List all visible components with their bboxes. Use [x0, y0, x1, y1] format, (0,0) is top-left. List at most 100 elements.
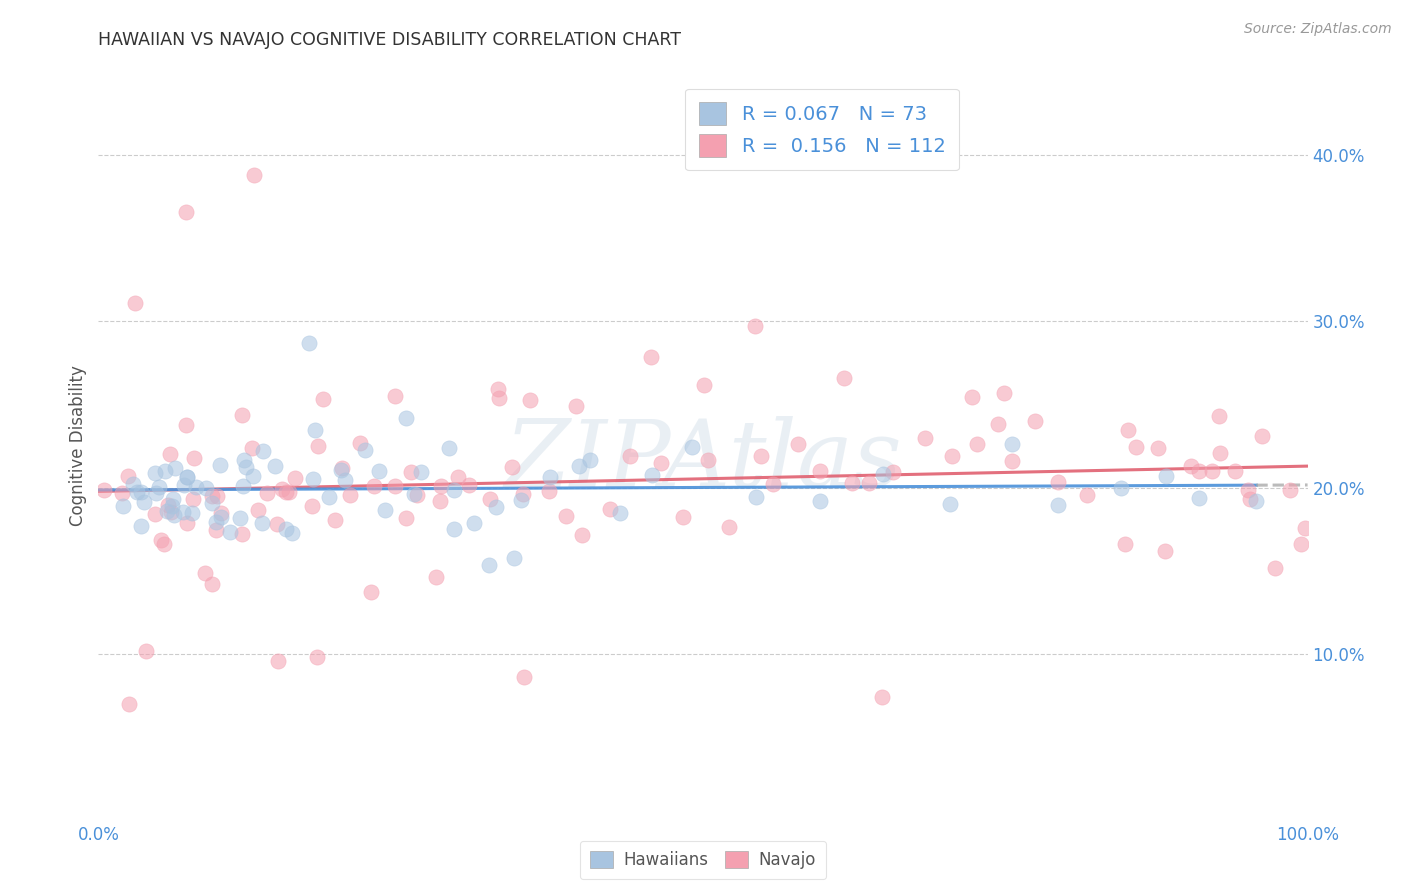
Point [395, 410, 418, 425]
Text: HAWAIIAN VS NAVAJO COGNITIVE DISABILITY CORRELATION CHART: HAWAIIAN VS NAVAJO COGNITIVE DISABILITY … [98, 31, 682, 49]
Point [1046, 498, 1069, 512]
Point [194, 566, 217, 581]
Point [718, 519, 741, 533]
Point [284, 471, 307, 485]
Point [1024, 414, 1046, 428]
Point [172, 505, 194, 519]
Point [247, 502, 270, 516]
Point [266, 516, 288, 531]
Point [201, 496, 224, 510]
Point [501, 460, 523, 475]
Point [939, 497, 962, 511]
Point [1201, 464, 1223, 478]
Point [841, 476, 863, 491]
Point [270, 482, 292, 496]
Point [163, 508, 186, 522]
Point [463, 516, 485, 531]
Point [1250, 429, 1272, 443]
Point [437, 441, 460, 455]
Point [242, 469, 264, 483]
Point [1239, 491, 1261, 506]
Point [872, 467, 894, 481]
Point [339, 488, 361, 502]
Point [502, 551, 524, 566]
Point [564, 399, 586, 413]
Point [1116, 423, 1139, 437]
Point [110, 485, 132, 500]
Point [1188, 464, 1211, 478]
Point [555, 509, 578, 524]
Point [808, 464, 831, 478]
Point [266, 654, 288, 668]
Point [183, 451, 205, 466]
Point [681, 440, 703, 454]
Point [143, 507, 166, 521]
Point [443, 522, 465, 536]
Text: Source: ZipAtlas.com: Source: ZipAtlas.com [1244, 22, 1392, 37]
Point [786, 436, 808, 450]
Point [252, 443, 274, 458]
Point [425, 569, 447, 583]
Y-axis label: Cognitive Disability: Cognitive Disability [69, 366, 87, 526]
Point [402, 487, 425, 501]
Point [374, 503, 396, 517]
Point [443, 483, 465, 497]
Point [430, 479, 453, 493]
Point [478, 558, 501, 572]
Point [124, 295, 146, 310]
Point [1111, 482, 1133, 496]
Point [395, 511, 418, 525]
Point [882, 466, 904, 480]
Point [200, 577, 222, 591]
Point [159, 447, 181, 461]
Point [143, 467, 166, 481]
Point [176, 469, 198, 483]
Point [305, 650, 328, 665]
Point [1188, 491, 1211, 505]
Point [1294, 521, 1316, 535]
Point [312, 392, 335, 407]
Point [1208, 409, 1230, 423]
Point [155, 464, 177, 478]
Point [233, 453, 256, 467]
Point [1114, 536, 1136, 550]
Point [368, 465, 391, 479]
Point [349, 436, 371, 450]
Point [184, 480, 207, 494]
Point [749, 449, 772, 463]
Point [200, 489, 222, 503]
Point [131, 519, 153, 533]
Point [568, 459, 591, 474]
Point [1246, 493, 1268, 508]
Point [229, 510, 252, 524]
Point [231, 527, 253, 541]
Point [519, 392, 541, 407]
Point [1153, 544, 1175, 558]
Point [329, 463, 352, 477]
Point [176, 469, 198, 483]
Point [1156, 468, 1178, 483]
Point [1125, 441, 1147, 455]
Point [599, 502, 621, 516]
Point [406, 488, 429, 502]
Point [810, 493, 832, 508]
Point [478, 491, 501, 506]
Point [298, 335, 321, 350]
Point [640, 350, 662, 364]
Point [1180, 459, 1202, 474]
Point [538, 469, 561, 483]
Point [148, 480, 170, 494]
Point [962, 391, 984, 405]
Point [135, 644, 157, 658]
Point [1289, 537, 1312, 551]
Point [697, 452, 720, 467]
Point [354, 442, 377, 457]
Point [429, 494, 451, 508]
Point [301, 472, 323, 486]
Point [181, 491, 204, 506]
Point [301, 499, 323, 513]
Point [872, 690, 894, 704]
Legend: R = 0.067   N = 73, R =  0.156   N = 112: R = 0.067 N = 73, R = 0.156 N = 112 [685, 88, 959, 170]
Point [264, 458, 287, 473]
Point [486, 382, 509, 396]
